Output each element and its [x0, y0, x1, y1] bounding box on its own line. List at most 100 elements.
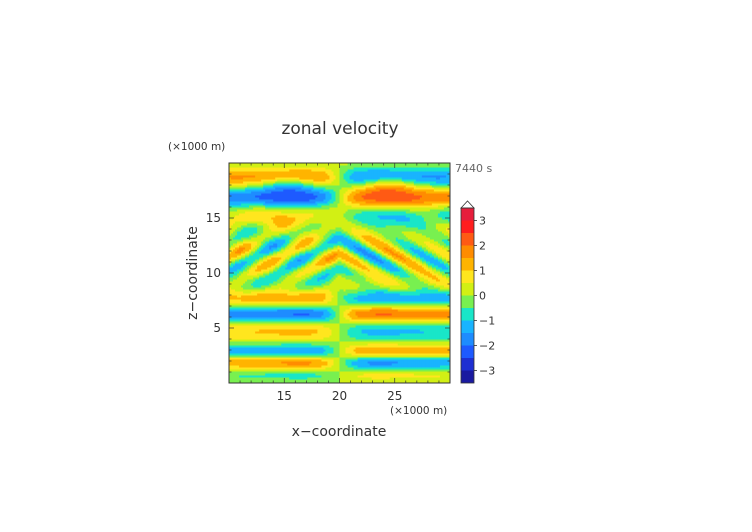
field-cell	[299, 327, 302, 330]
field-cell	[443, 371, 447, 374]
field-cell	[331, 341, 334, 344]
field-cell	[275, 341, 278, 344]
field-cell	[441, 367, 445, 370]
field-cell	[303, 365, 306, 368]
field-cell	[351, 341, 355, 344]
field-cell	[391, 331, 395, 334]
field-cell	[429, 371, 433, 374]
field-cell	[433, 381, 437, 384]
field-cell	[295, 379, 298, 382]
field-cell	[333, 351, 336, 354]
field-cell	[311, 361, 314, 364]
field-cell	[413, 359, 417, 362]
field-cell	[439, 345, 443, 348]
field-cell	[399, 353, 403, 356]
field-cell	[429, 375, 433, 378]
field-cell	[351, 363, 355, 366]
field-cell	[361, 369, 365, 372]
field-cell	[233, 377, 236, 380]
field-cell	[407, 329, 411, 332]
field-cell	[383, 381, 387, 384]
field-cell	[351, 343, 355, 346]
field-cell	[327, 355, 330, 358]
field-cell	[263, 377, 266, 380]
field-cell	[409, 347, 413, 350]
field-cell	[241, 375, 244, 378]
field-cell	[355, 371, 359, 374]
field-cell	[443, 379, 447, 382]
field-cell	[325, 379, 328, 382]
field-cell	[359, 373, 363, 376]
field-cell	[353, 345, 357, 348]
field-cell	[249, 345, 252, 348]
field-cell	[243, 333, 246, 336]
field-cell	[251, 367, 254, 370]
field-cell	[255, 355, 258, 358]
field-cell	[359, 353, 363, 356]
field-cell	[427, 381, 431, 384]
field-cell	[365, 375, 369, 378]
field-cell	[329, 345, 332, 348]
field-cell	[243, 355, 246, 358]
field-cell	[443, 337, 447, 340]
field-cell	[383, 375, 387, 378]
field-cell	[333, 343, 336, 346]
field-cell	[427, 337, 431, 340]
field-cell	[323, 327, 326, 330]
field-cell	[427, 369, 431, 372]
field-cell	[291, 373, 294, 376]
field-cell	[399, 375, 403, 378]
field-cell	[259, 361, 262, 364]
field-cell	[439, 357, 443, 360]
field-cell	[427, 349, 431, 352]
field-cell	[321, 343, 324, 346]
field-cell	[391, 359, 395, 362]
field-cell	[355, 351, 359, 354]
field-cell	[309, 365, 312, 368]
field-cell	[403, 369, 407, 372]
field-cell	[323, 351, 326, 354]
field-cell	[239, 339, 242, 342]
field-cell	[431, 359, 435, 362]
field-cell	[281, 343, 284, 346]
field-cell	[335, 327, 338, 330]
field-cell	[289, 353, 292, 356]
field-cell	[341, 353, 345, 356]
field-cell	[437, 335, 441, 338]
field-cell	[439, 355, 443, 358]
field-cell	[307, 339, 310, 342]
field-cell	[339, 353, 343, 356]
field-cell	[405, 349, 409, 352]
field-cell	[309, 327, 312, 330]
field-cell	[373, 371, 377, 374]
field-cell	[273, 371, 276, 374]
field-cell	[365, 347, 369, 350]
field-cell	[391, 335, 395, 338]
field-cell	[265, 343, 268, 346]
field-cell	[251, 363, 254, 366]
field-cell	[253, 361, 256, 364]
field-cell	[417, 345, 421, 348]
field-cell	[417, 353, 421, 356]
field-cell	[345, 339, 349, 342]
field-cell	[393, 361, 397, 364]
field-cell	[255, 371, 258, 374]
field-cell	[345, 327, 349, 330]
field-cell	[425, 375, 429, 378]
field-cell	[357, 355, 361, 358]
field-cell	[445, 331, 449, 334]
field-cell	[323, 331, 326, 334]
field-cell	[345, 349, 349, 352]
field-cell	[349, 339, 353, 342]
field-cell	[255, 349, 258, 352]
field-cell	[345, 357, 349, 360]
field-cell	[385, 349, 389, 352]
field-cell	[261, 371, 264, 374]
field-cell	[331, 327, 334, 330]
field-cell	[389, 361, 393, 364]
field-cell	[327, 325, 330, 328]
field-cell	[395, 359, 399, 362]
field-cell	[367, 351, 371, 354]
field-cell	[273, 355, 276, 358]
field-cell	[313, 333, 316, 336]
